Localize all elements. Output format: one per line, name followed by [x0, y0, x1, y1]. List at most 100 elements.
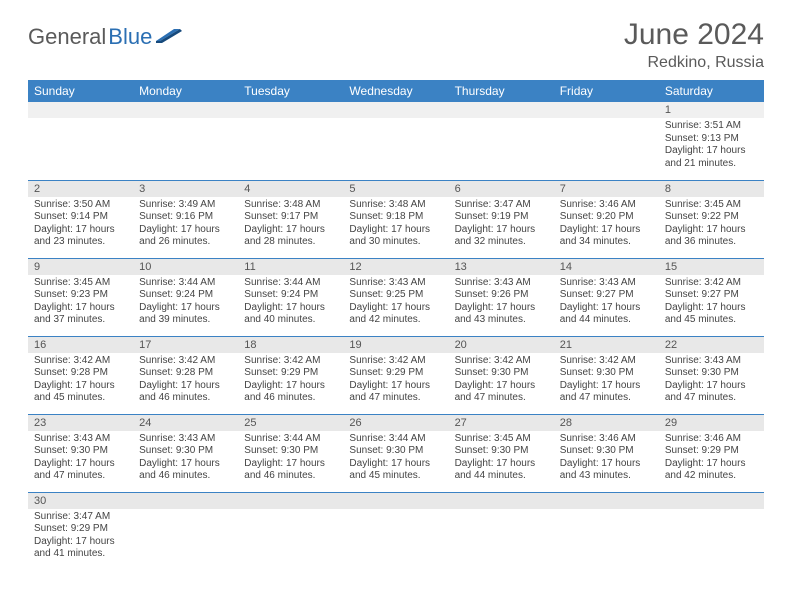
calendar-day-cell — [343, 492, 448, 570]
sunrise-line: Sunrise: 3:50 AM — [34, 199, 127, 212]
day-details: Sunrise: 3:50 AMSunset: 9:14 PMDaylight:… — [28, 197, 133, 253]
sunset-line: Sunset: 9:20 PM — [560, 211, 653, 224]
day-number-empty — [133, 493, 238, 509]
calendar-day-cell: 29Sunrise: 3:46 AMSunset: 9:29 PMDayligh… — [659, 414, 764, 492]
daylight-line-2: and 47 minutes. — [34, 470, 127, 483]
sunrise-line: Sunrise: 3:46 AM — [665, 433, 758, 446]
day-number-empty — [554, 493, 659, 509]
sunrise-line: Sunrise: 3:43 AM — [139, 433, 232, 446]
daylight-line-2: and 46 minutes. — [139, 392, 232, 405]
daylight-line-2: and 36 minutes. — [665, 236, 758, 249]
day-details: Sunrise: 3:45 AMSunset: 9:22 PMDaylight:… — [659, 197, 764, 253]
daylight-line-1: Daylight: 17 hours — [34, 302, 127, 315]
daylight-line-1: Daylight: 17 hours — [455, 458, 548, 471]
calendar-day-cell: 8Sunrise: 3:45 AMSunset: 9:22 PMDaylight… — [659, 180, 764, 258]
day-number: 22 — [659, 337, 764, 353]
calendar-week-row: 9Sunrise: 3:45 AMSunset: 9:23 PMDaylight… — [28, 258, 764, 336]
calendar-day-cell — [238, 102, 343, 180]
sunset-line: Sunset: 9:17 PM — [244, 211, 337, 224]
sunset-line: Sunset: 9:18 PM — [349, 211, 442, 224]
weekday-header: Tuesday — [238, 80, 343, 102]
sunset-line: Sunset: 9:22 PM — [665, 211, 758, 224]
day-details: Sunrise: 3:49 AMSunset: 9:16 PMDaylight:… — [133, 197, 238, 253]
daylight-line-2: and 47 minutes. — [455, 392, 548, 405]
day-details: Sunrise: 3:45 AMSunset: 9:30 PMDaylight:… — [449, 431, 554, 487]
calendar-day-cell: 3Sunrise: 3:49 AMSunset: 9:16 PMDaylight… — [133, 180, 238, 258]
brand-blue: Blue — [108, 24, 152, 50]
weekday-header: Sunday — [28, 80, 133, 102]
day-number: 3 — [133, 181, 238, 197]
day-details: Sunrise: 3:43 AMSunset: 9:27 PMDaylight:… — [554, 275, 659, 331]
daylight-line-1: Daylight: 17 hours — [139, 302, 232, 315]
calendar-week-row: 2Sunrise: 3:50 AMSunset: 9:14 PMDaylight… — [28, 180, 764, 258]
sunrise-line: Sunrise: 3:42 AM — [34, 355, 127, 368]
calendar-day-cell: 25Sunrise: 3:44 AMSunset: 9:30 PMDayligh… — [238, 414, 343, 492]
weekday-header: Wednesday — [343, 80, 448, 102]
day-number: 16 — [28, 337, 133, 353]
day-number: 25 — [238, 415, 343, 431]
daylight-line-2: and 43 minutes. — [560, 470, 653, 483]
sunset-line: Sunset: 9:28 PM — [34, 367, 127, 380]
day-number: 19 — [343, 337, 448, 353]
calendar-day-cell: 19Sunrise: 3:42 AMSunset: 9:29 PMDayligh… — [343, 336, 448, 414]
calendar-day-cell: 17Sunrise: 3:42 AMSunset: 9:28 PMDayligh… — [133, 336, 238, 414]
sunset-line: Sunset: 9:30 PM — [665, 367, 758, 380]
sunset-line: Sunset: 9:25 PM — [349, 289, 442, 302]
calendar-day-cell: 30Sunrise: 3:47 AMSunset: 9:29 PMDayligh… — [28, 492, 133, 570]
daylight-line-2: and 47 minutes. — [349, 392, 442, 405]
sunrise-line: Sunrise: 3:42 AM — [244, 355, 337, 368]
daylight-line-1: Daylight: 17 hours — [244, 458, 337, 471]
daylight-line-2: and 26 minutes. — [139, 236, 232, 249]
daylight-line-1: Daylight: 17 hours — [665, 458, 758, 471]
daylight-line-2: and 34 minutes. — [560, 236, 653, 249]
day-number: 10 — [133, 259, 238, 275]
day-number-empty — [659, 493, 764, 509]
daylight-line-1: Daylight: 17 hours — [455, 224, 548, 237]
daylight-line-1: Daylight: 17 hours — [665, 380, 758, 393]
day-number: 27 — [449, 415, 554, 431]
calendar-week-row: 23Sunrise: 3:43 AMSunset: 9:30 PMDayligh… — [28, 414, 764, 492]
day-details: Sunrise: 3:45 AMSunset: 9:23 PMDaylight:… — [28, 275, 133, 331]
calendar-day-cell — [449, 102, 554, 180]
sunset-line: Sunset: 9:30 PM — [455, 445, 548, 458]
location-label: Redkino, Russia — [624, 54, 764, 72]
sunset-line: Sunset: 9:30 PM — [244, 445, 337, 458]
daylight-line-1: Daylight: 17 hours — [349, 224, 442, 237]
daylight-line-2: and 30 minutes. — [349, 236, 442, 249]
daylight-line-1: Daylight: 17 hours — [455, 380, 548, 393]
calendar-day-cell: 5Sunrise: 3:48 AMSunset: 9:18 PMDaylight… — [343, 180, 448, 258]
day-details: Sunrise: 3:47 AMSunset: 9:29 PMDaylight:… — [28, 509, 133, 565]
day-number-empty — [343, 493, 448, 509]
day-number: 29 — [659, 415, 764, 431]
daylight-line-2: and 47 minutes. — [560, 392, 653, 405]
sunset-line: Sunset: 9:19 PM — [455, 211, 548, 224]
daylight-line-1: Daylight: 17 hours — [560, 302, 653, 315]
day-details: Sunrise: 3:42 AMSunset: 9:27 PMDaylight:… — [659, 275, 764, 331]
day-details: Sunrise: 3:43 AMSunset: 9:25 PMDaylight:… — [343, 275, 448, 331]
day-number: 7 — [554, 181, 659, 197]
day-number: 17 — [133, 337, 238, 353]
sunrise-line: Sunrise: 3:48 AM — [244, 199, 337, 212]
calendar-day-cell — [133, 102, 238, 180]
calendar-day-cell: 21Sunrise: 3:42 AMSunset: 9:30 PMDayligh… — [554, 336, 659, 414]
day-number: 24 — [133, 415, 238, 431]
daylight-line-2: and 37 minutes. — [34, 314, 127, 327]
daylight-line-2: and 46 minutes. — [244, 392, 337, 405]
calendar-day-cell: 16 Sunrise: 3:42 AMSunset: 9:28 PMDayligh… — [28, 336, 133, 414]
sunset-line: Sunset: 9:29 PM — [349, 367, 442, 380]
sunset-line: Sunset: 9:14 PM — [34, 211, 127, 224]
day-number: 26 — [343, 415, 448, 431]
day-details: Sunrise: 3:44 AMSunset: 9:30 PMDaylight:… — [238, 431, 343, 487]
daylight-line-1: Daylight: 17 hours — [34, 380, 127, 393]
calendar-week-row: 1Sunrise: 3:51 AMSunset: 9:13 PMDaylight… — [28, 102, 764, 180]
calendar-day-cell — [238, 492, 343, 570]
day-details: Sunrise: 3:43 AMSunset: 9:30 PMDaylight:… — [28, 431, 133, 487]
day-details: Sunrise: 3:42 AMSunset: 9:29 PMDaylight:… — [343, 353, 448, 409]
day-number-empty — [343, 102, 448, 118]
sunrise-line: Sunrise: 3:46 AM — [560, 199, 653, 212]
day-details: Sunrise: 3:46 AMSunset: 9:30 PMDaylight:… — [554, 431, 659, 487]
daylight-line-2: and 21 minutes. — [665, 158, 758, 171]
daylight-line-1: Daylight: 17 hours — [349, 380, 442, 393]
day-number: 12 — [343, 259, 448, 275]
day-number-empty — [449, 493, 554, 509]
